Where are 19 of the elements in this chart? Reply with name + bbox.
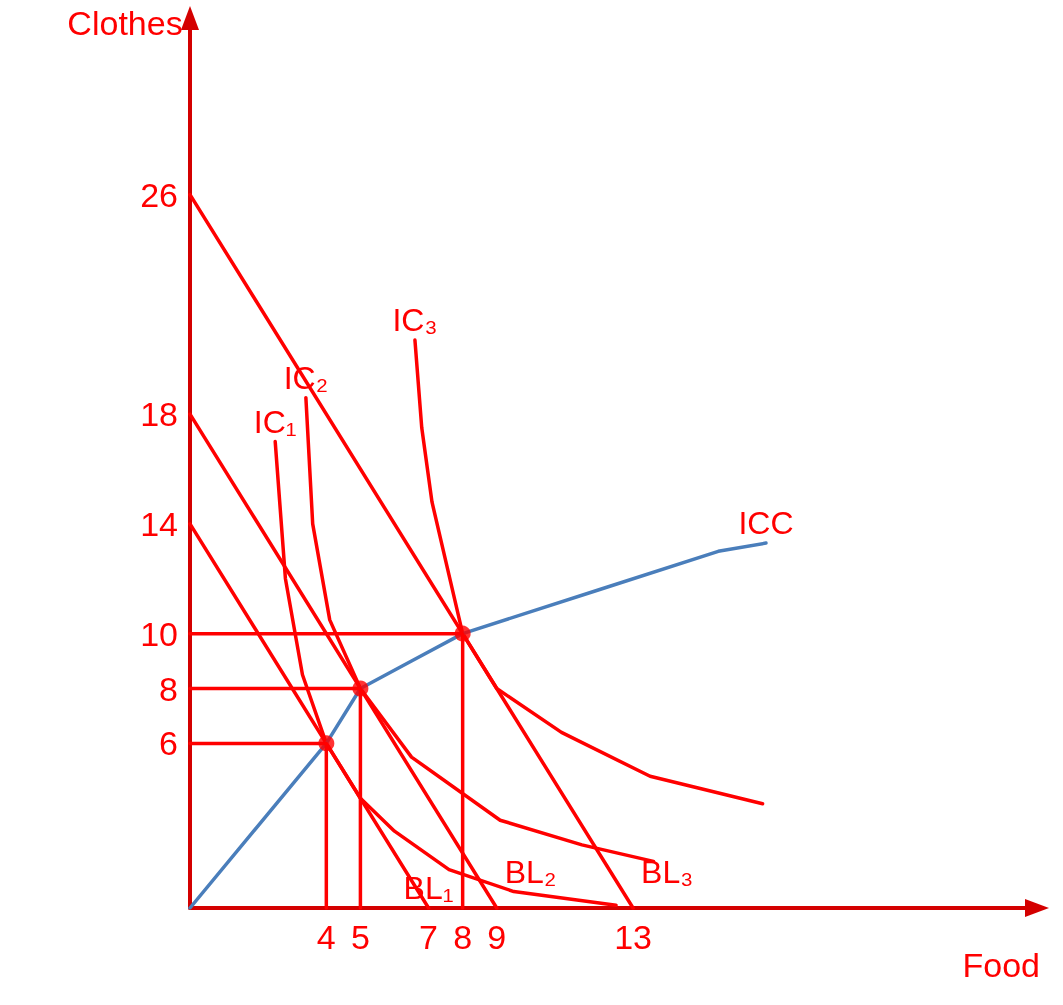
y-axis-title: Clothes: [67, 4, 183, 42]
x-tick-label: 4: [316, 918, 336, 956]
y-tick-label: 26: [140, 175, 178, 214]
y-tick-label: 10: [140, 614, 178, 653]
y-tick-label: 14: [140, 504, 178, 543]
x-tick-label: 7: [419, 918, 439, 956]
annotation: IC₃: [392, 302, 438, 339]
y-tick-label: 18: [140, 395, 178, 434]
y-tick-label: 8: [159, 669, 178, 708]
x-axis-title: Food: [962, 946, 1040, 984]
x-tick-label: 5: [350, 918, 370, 956]
annotation: BL₂: [504, 854, 557, 890]
y-tick-label: 6: [159, 724, 178, 763]
x-tick-label: 13: [614, 918, 652, 956]
x-tick-label: 8: [453, 918, 473, 956]
annotation: ICC: [738, 505, 794, 542]
annotation: IC₁: [253, 403, 297, 440]
x-tick-label: 9: [487, 918, 507, 956]
annotation: BL₃: [641, 854, 694, 890]
